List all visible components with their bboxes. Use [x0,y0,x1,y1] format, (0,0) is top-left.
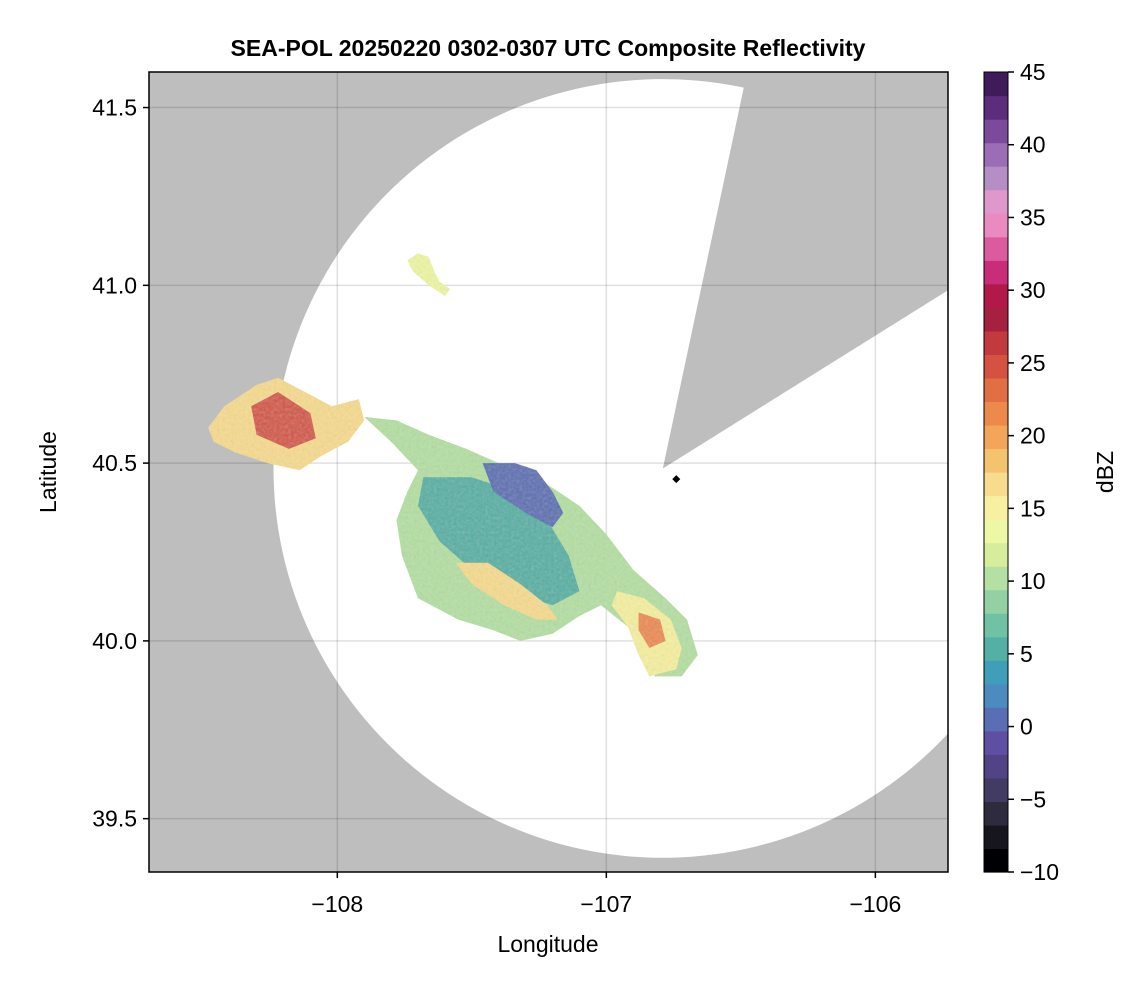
y-axis-ticks: 39.5 40.0 40.5 41.0 41.5 [92,95,149,832]
x-axis-ticks: −108 −107 −106 [311,872,901,917]
y-tick-label: 40.0 [92,628,137,654]
colorbar-tick-label: 20 [1020,423,1046,449]
colorbar-label: dBZ [1092,451,1118,493]
colorbar-segment [984,307,1008,332]
x-axis-label: Longitude [497,931,598,957]
x-tick-label: −108 [311,891,363,917]
colorbar-segment [984,166,1008,191]
y-tick-label: 39.5 [92,806,137,832]
colorbar-segment [984,472,1008,497]
echo-core [418,477,580,606]
colorbar-tick-label: 40 [1020,132,1046,158]
colorbar-segment [984,824,1008,850]
colorbar-tick-label: 25 [1020,350,1046,376]
colorbar-ticks: −10 −5 0 5 10 15 20 25 30 35 40 45 [1008,59,1059,885]
colorbar-segment [984,683,1008,708]
colorbar-tick-label: −5 [1020,786,1046,812]
colorbar-segment [984,424,1008,450]
colorbar-segment [984,589,1008,614]
plot-frame [148,71,949,873]
colorbar-tick-label: 35 [1020,204,1046,230]
y-tick-label: 41.5 [92,95,137,121]
colorbar-segment [984,448,1008,473]
colorbar-segment [984,613,1008,638]
colorbar-segment [984,401,1008,426]
colorbar-segment [984,72,1008,97]
colorbar-segment [984,848,1008,873]
colorbar-segment [984,777,1008,803]
echo-core [638,612,666,648]
colorbar-segment [984,119,1008,144]
radar-coverage-area [273,79,948,858]
colorbar-segment [984,189,1008,214]
colorbar-segment [984,801,1008,826]
echo-region [455,562,558,620]
colorbar [984,72,1008,873]
colorbar-segment [984,236,1008,261]
colorbar-segment [984,754,1008,779]
x-tick-label: −107 [580,891,632,917]
colorbar-segment [984,142,1008,167]
y-axis-label: Latitude [35,431,61,513]
colorbar-tick-label: 15 [1020,495,1046,521]
echo-region [407,253,451,296]
echo-core [251,392,316,449]
colorbar-segment [984,95,1008,120]
colorbar-segment [984,377,1008,403]
colorbar-segment [984,213,1008,238]
colorbar-tick-label: 5 [1020,641,1033,667]
y-tick-label: 40.5 [92,450,137,476]
colorbar-segment [984,660,1008,685]
colorbar-tick-label: 10 [1020,568,1046,594]
radar-site-marker [672,475,681,484]
colorbar-tick-label: −10 [1020,859,1059,885]
colorbar-segment [984,495,1008,520]
plot-area [149,72,948,872]
x-tick-label: −106 [849,891,901,917]
colorbar-segment [984,730,1008,755]
chart-title: SEA-POL 20250220 0302-0307 UTC Composite… [231,35,866,61]
colorbar-segment [984,707,1008,732]
colorbar-tick-label: 45 [1020,59,1046,85]
reflectivity-echoes [208,253,698,677]
colorbar-segment [984,519,1008,544]
colorbar-tick-label: 30 [1020,277,1046,303]
y-tick-label: 41.0 [92,272,137,298]
colorbar-segment [984,260,1008,285]
colorbar-segment [984,542,1008,567]
colorbar-segment [984,283,1008,308]
colorbar-segment [984,330,1008,355]
colorbar-segment [984,566,1008,591]
colorbar-segment [984,354,1008,379]
colorbar-frame [983,71,1009,873]
colorbar-tick-label: 0 [1020,714,1033,740]
echo-region [482,463,564,528]
colorbar-segment [984,636,1008,661]
